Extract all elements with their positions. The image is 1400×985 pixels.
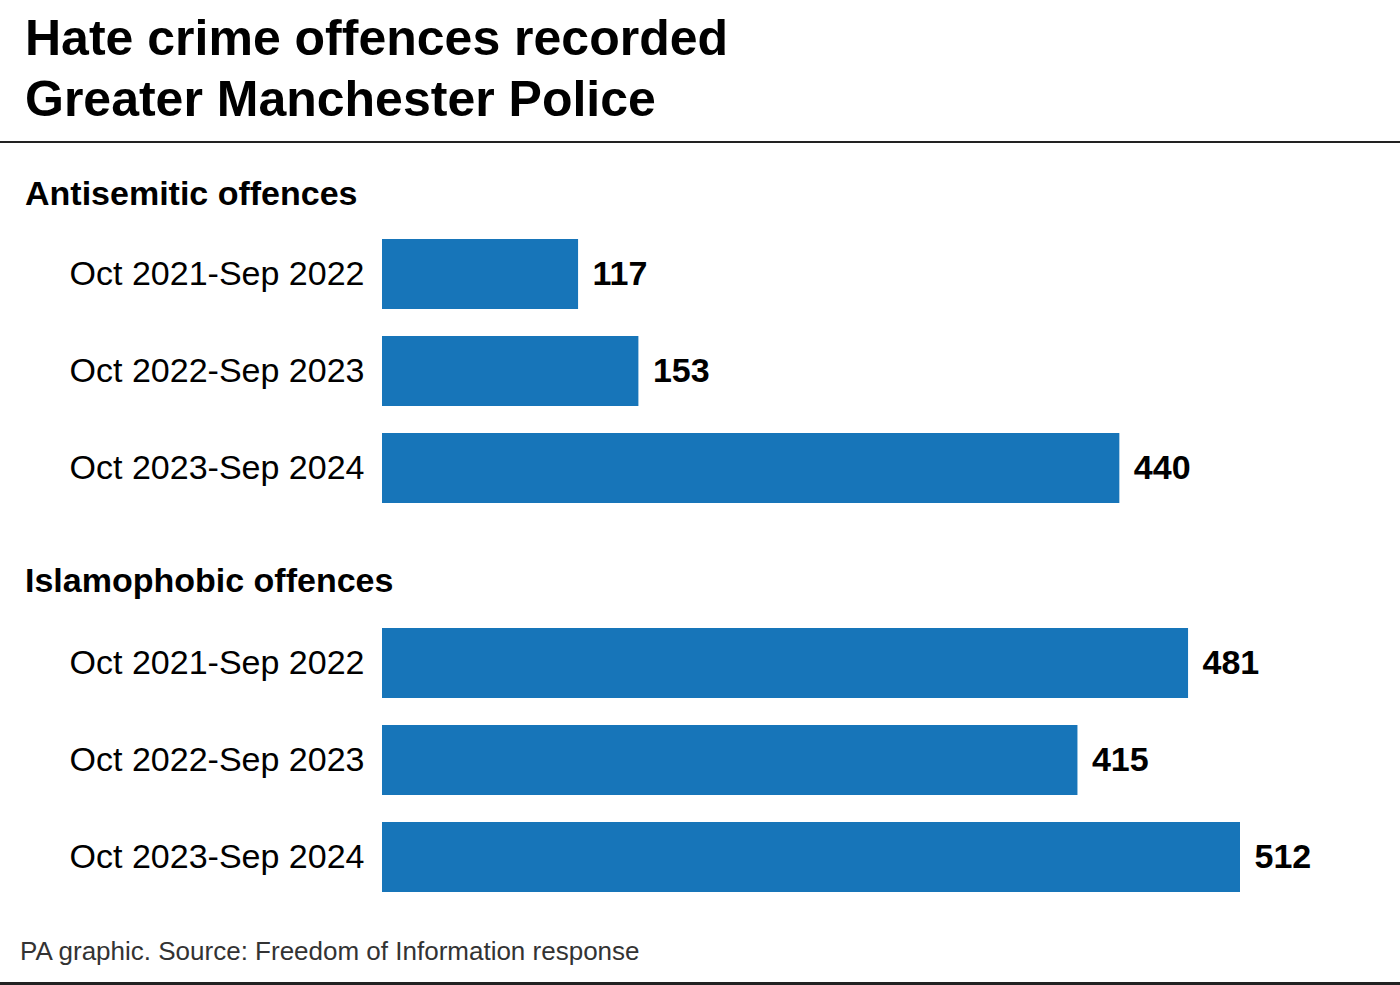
svg-text:Oct 2023-Sep 2024: Oct 2023-Sep 2024 bbox=[70, 837, 365, 875]
svg-text:117: 117 bbox=[593, 254, 648, 292]
svg-text:415: 415 bbox=[1092, 740, 1149, 778]
svg-text:Oct 2023-Sep 2024: Oct 2023-Sep 2024 bbox=[70, 448, 365, 486]
svg-text:512: 512 bbox=[1255, 837, 1312, 875]
svg-text:481: 481 bbox=[1203, 643, 1260, 681]
svg-text:Oct 2021-Sep 2022: Oct 2021-Sep 2022 bbox=[70, 643, 365, 681]
svg-text:Oct 2021-Sep 2022: Oct 2021-Sep 2022 bbox=[70, 254, 365, 292]
svg-text:Oct 2022-Sep 2023: Oct 2022-Sep 2023 bbox=[70, 740, 365, 778]
html-text:Hate crime offences recorded G: Hate crime offences recorded Greater Man… bbox=[25, 10, 729, 127]
svg-text:Oct 2022-Sep 2023: Oct 2022-Sep 2023 bbox=[70, 351, 365, 389]
html-text:PA graphic. Source: Freedom of: PA graphic. Source: Freedom of Informati… bbox=[20, 936, 640, 966]
html-text:Antisemitic offences: Antisemitic offences bbox=[25, 174, 358, 212]
svg-text:153: 153 bbox=[653, 351, 710, 389]
html-text:Islamophobic offences: Islamophobic offences bbox=[25, 561, 394, 599]
svg-text:440: 440 bbox=[1134, 448, 1191, 486]
